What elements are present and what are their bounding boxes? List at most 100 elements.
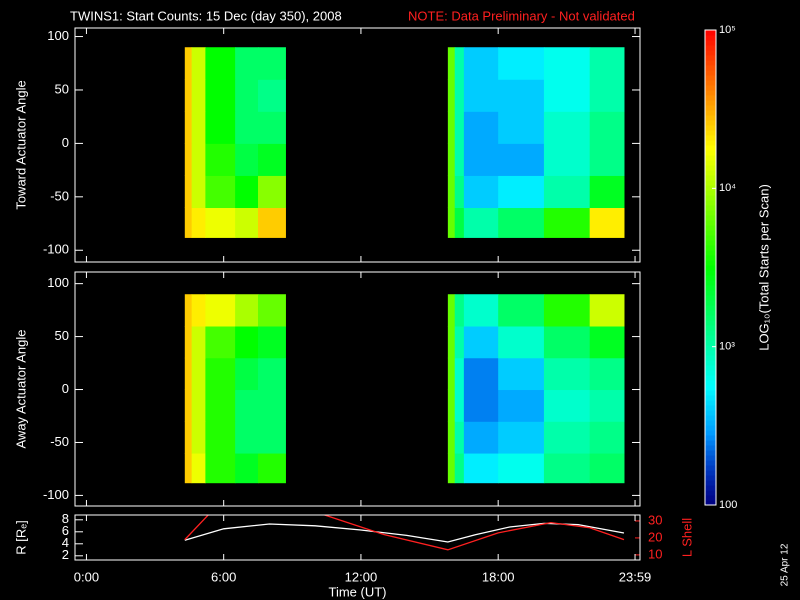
heatmap-cell bbox=[205, 389, 236, 422]
heatmap-cell bbox=[184, 389, 193, 422]
heatmap-cell bbox=[184, 421, 193, 454]
colorbar-step bbox=[705, 180, 716, 186]
colorbar-step bbox=[705, 390, 716, 396]
colorbar-step bbox=[705, 30, 716, 36]
colorbar-step bbox=[705, 385, 716, 391]
colorbar-step bbox=[705, 115, 716, 121]
heatmap-cell bbox=[235, 47, 259, 80]
colorbar-step bbox=[705, 280, 716, 286]
colorbar-step bbox=[705, 255, 716, 261]
heatmap-cell bbox=[235, 421, 259, 454]
heatmap-cell bbox=[498, 421, 545, 454]
heatmap-cell bbox=[184, 453, 193, 484]
heatmap-cell bbox=[235, 207, 259, 238]
colorbar-step bbox=[705, 95, 716, 101]
y-tick-label: -100 bbox=[43, 487, 69, 502]
heatmap-cell bbox=[454, 143, 465, 176]
heatmap-cell bbox=[589, 207, 625, 238]
y-tick-label: 4 bbox=[62, 535, 69, 550]
heatmap-cell bbox=[498, 111, 545, 144]
colorbar-step bbox=[705, 365, 716, 371]
heatmap-cell bbox=[205, 175, 236, 209]
heatmap-cell bbox=[205, 207, 236, 238]
heatmap-cell bbox=[543, 389, 591, 422]
x-tick-label: 6:00 bbox=[211, 569, 236, 584]
colorbar-step bbox=[705, 55, 716, 61]
colorbar-step bbox=[705, 110, 716, 116]
heatmap-cell bbox=[191, 175, 206, 209]
colorbar-step bbox=[705, 70, 716, 76]
heatmap-cell bbox=[463, 207, 499, 238]
heatmap-cell bbox=[184, 47, 193, 80]
heatmap-cell bbox=[184, 357, 193, 391]
heatmap-cell bbox=[498, 79, 545, 112]
line-group bbox=[184, 515, 625, 551]
heatmap-cell bbox=[205, 47, 236, 80]
colorbar-step bbox=[705, 80, 716, 86]
heatmap-cell bbox=[454, 357, 465, 391]
heatmap-cell bbox=[454, 111, 465, 144]
heatmap-cell bbox=[543, 79, 591, 112]
colorbar-step bbox=[705, 145, 716, 151]
y2-tick-label: 10 bbox=[648, 546, 662, 561]
heatmap-cell bbox=[191, 453, 206, 484]
colorbar-step bbox=[705, 245, 716, 251]
note: NOTE: Data Preliminary - Not validated bbox=[408, 8, 635, 23]
heatmap-cell bbox=[454, 326, 465, 359]
colorbar-step bbox=[705, 85, 716, 91]
colorbar-step bbox=[705, 430, 716, 436]
colorbar-step bbox=[705, 225, 716, 231]
chart-title: TWINS1: Start Counts: 15 Dec (day 350), … bbox=[70, 8, 342, 23]
colorbar-step bbox=[705, 420, 716, 426]
colorbar-step bbox=[705, 360, 716, 366]
x-tick-label: 18:00 bbox=[482, 569, 515, 584]
colorbar-step bbox=[705, 210, 716, 216]
heatmap-cell bbox=[184, 326, 193, 359]
heatmap-cell bbox=[543, 47, 591, 80]
colorbar-step bbox=[705, 60, 716, 66]
heatmap-cell bbox=[191, 421, 206, 454]
colorbar-step bbox=[705, 215, 716, 221]
heatmap-cell bbox=[191, 357, 206, 391]
heatmap-cell bbox=[257, 294, 286, 327]
y2-tick-label: 30 bbox=[648, 512, 662, 527]
y-tick-label: 8 bbox=[62, 511, 69, 526]
heatmap-cell bbox=[447, 294, 456, 327]
heatmap-cell bbox=[454, 421, 465, 454]
colorbar-step bbox=[705, 345, 716, 351]
heatmap-cell bbox=[589, 421, 625, 454]
colorbar-step bbox=[705, 130, 716, 136]
heatmap-cell bbox=[191, 79, 206, 112]
colorbar-step bbox=[705, 370, 716, 376]
heatmap-cell bbox=[235, 389, 259, 422]
heatmap-cell bbox=[543, 294, 591, 327]
colorbar-step bbox=[705, 450, 716, 456]
colorbar-frame bbox=[704, 29, 717, 506]
heatmap-cell bbox=[447, 207, 456, 238]
heatmap-cell bbox=[235, 79, 259, 112]
heatmap-cell bbox=[235, 294, 259, 327]
heatmap-cell bbox=[191, 111, 206, 144]
heatmap-cell bbox=[463, 453, 499, 484]
heatmap-cell bbox=[447, 47, 456, 80]
heatmap-cell bbox=[463, 421, 499, 454]
heatmap-cell bbox=[205, 111, 236, 144]
x-tick-label: 0:00 bbox=[74, 569, 99, 584]
colorbar-step bbox=[705, 490, 716, 496]
colorbar-step bbox=[705, 460, 716, 466]
colorbar-step bbox=[705, 185, 716, 191]
colorbar-step bbox=[705, 195, 716, 201]
colorbar-step bbox=[705, 435, 716, 441]
colorbar-step bbox=[705, 410, 716, 416]
heatmap-cell bbox=[184, 175, 193, 209]
colorbar-step bbox=[705, 35, 716, 41]
colorbar-step bbox=[705, 305, 716, 311]
colorbar-step bbox=[705, 160, 716, 166]
colorbar-step bbox=[705, 375, 716, 381]
colorbar-step bbox=[705, 105, 716, 111]
colorbar-step bbox=[705, 340, 716, 346]
heatmap-cell bbox=[447, 143, 456, 176]
heatmap-cell bbox=[257, 207, 286, 238]
heatmap-cell bbox=[589, 111, 625, 144]
colorbar-step bbox=[705, 240, 716, 246]
